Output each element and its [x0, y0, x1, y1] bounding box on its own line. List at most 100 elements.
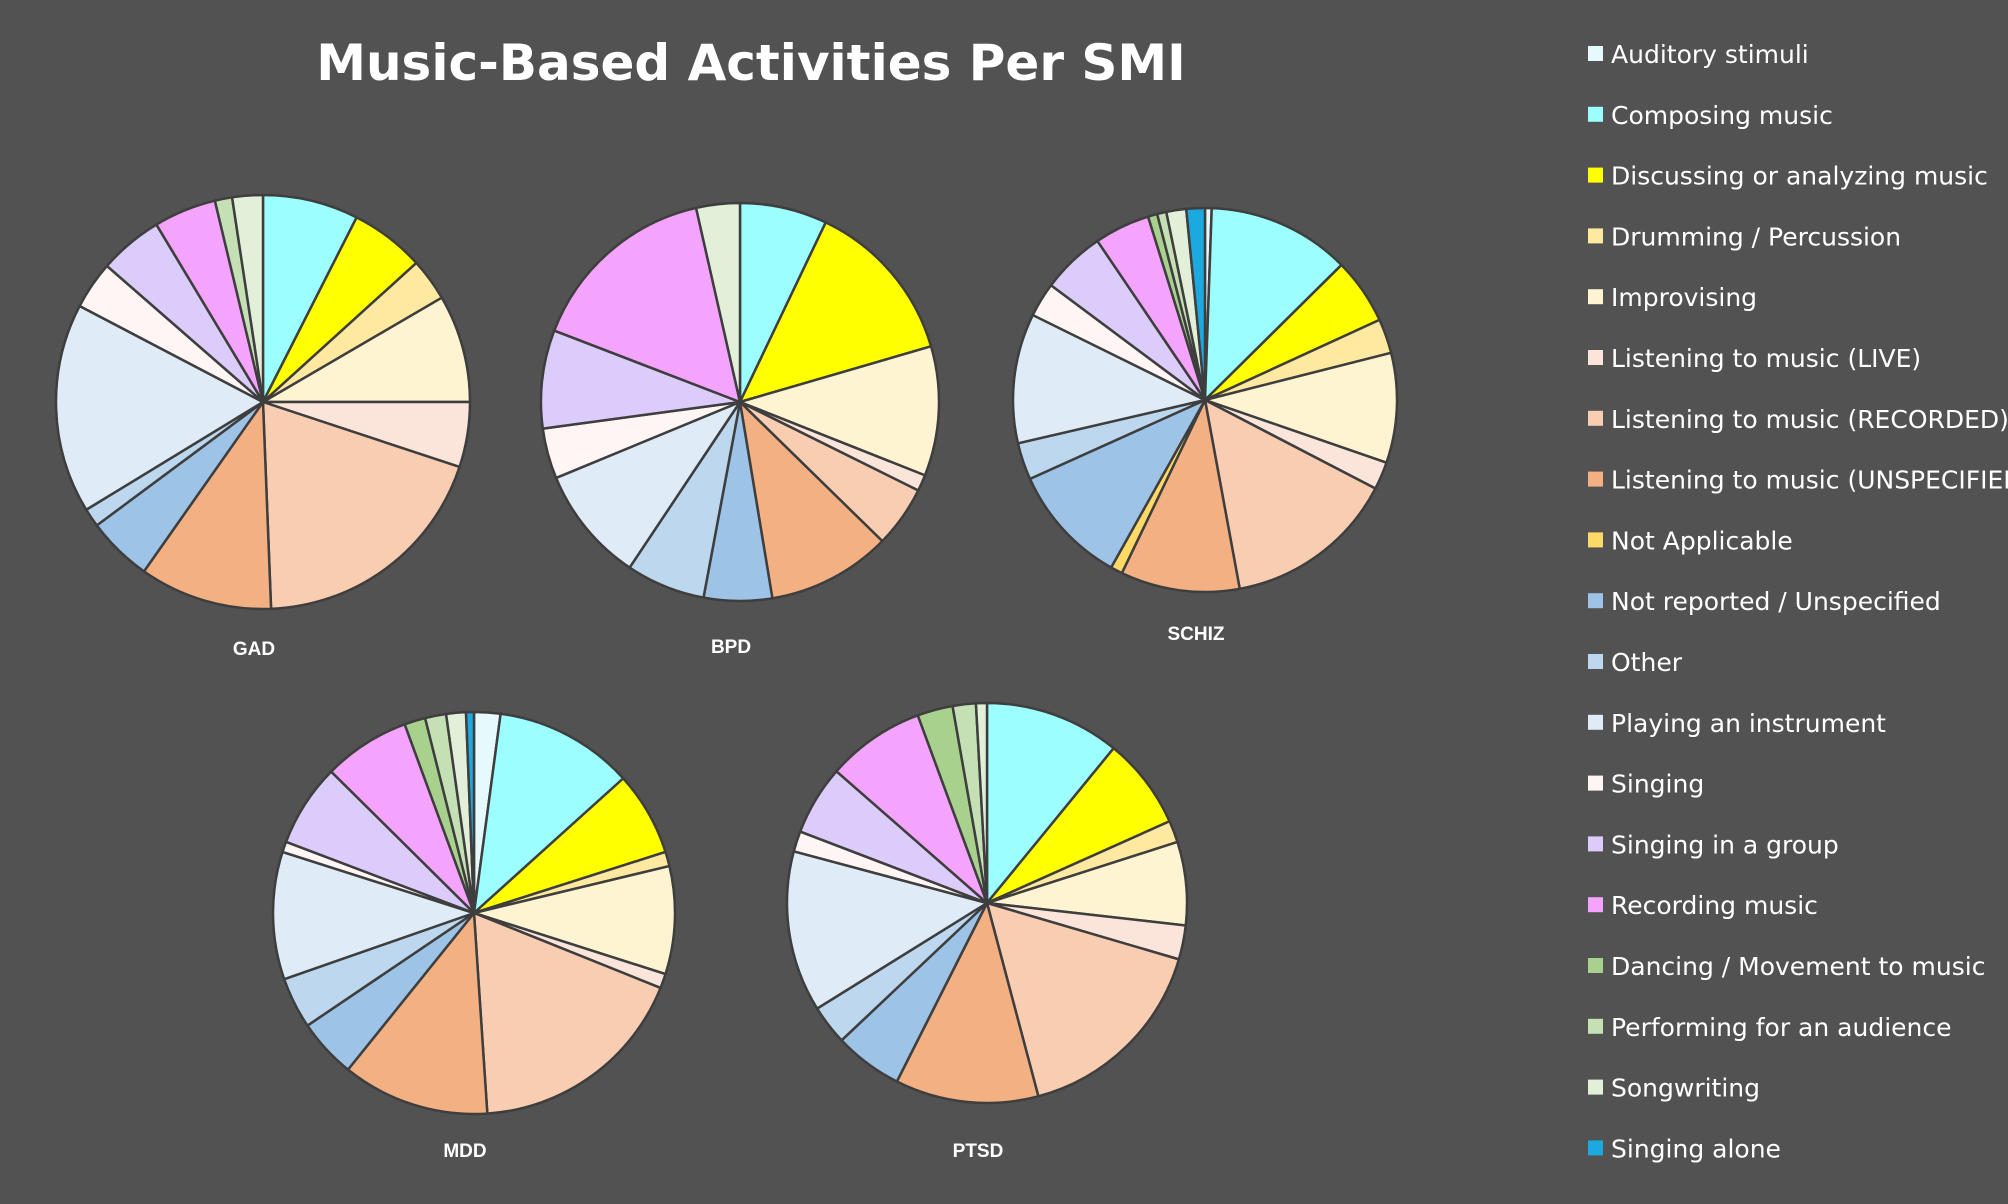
legend-label-not-applicable: Not Applicable [1611, 526, 1793, 555]
legend-label-recording-music: Recording music [1611, 891, 1818, 920]
legend-swatch-other [1588, 654, 1603, 669]
legend-label-performing-for-an-audience: Performing for an audience [1611, 1013, 1952, 1042]
legend-swatch-recording-music [1588, 897, 1603, 913]
legend-item-not-reported-unspecified: Not reported / Unspecified [1588, 587, 1941, 616]
legend-label-singing-alone: Singing alone [1611, 1134, 1781, 1163]
legend-label-singing: Singing [1611, 770, 1704, 799]
legend-item-listening-to-music-live: Listening to music (LIVE) [1588, 344, 1921, 373]
legend-swatch-listening-to-music-live [1588, 350, 1603, 365]
legend-swatch-improvising [1588, 289, 1603, 305]
pie-slice-mdd-improvising [472, 864, 677, 976]
legend-item-songwriting: Songwriting [1588, 1074, 1760, 1103]
legend-swatch-not-applicable [1588, 532, 1603, 548]
pie-slice-ptsd-composing-music [985, 701, 1115, 905]
pie-slice-gad-improvising [261, 296, 472, 404]
pie-slice-gad-listening-to-music-recorded [261, 400, 461, 611]
pie-slice-gad-playing-an-instrument [54, 304, 265, 511]
legend-swatch-playing-an-instrument [1588, 714, 1603, 730]
legend-swatch-auditory-stimuli [1588, 46, 1603, 61]
legend-item-auditory-stimuli: Auditory stimuli [1588, 40, 1809, 69]
legend-item-composing-music: Composing music [1588, 101, 1833, 130]
pie-label-mdd: MDD [443, 1141, 486, 1162]
legend-label-listening-to-music-live: Listening to music (LIVE) [1611, 344, 1921, 373]
legend-swatch-songwriting [1588, 1079, 1603, 1095]
pie-bpd: BPD [539, 201, 941, 658]
pie-slice-mdd-listening-to-music-recorded [472, 911, 662, 1115]
pie-label-gad: GAD [233, 639, 275, 660]
pie-gad: GAD [54, 193, 472, 660]
legend-item-discussing-or-analyzing-music: Discussing or analyzing music [1588, 162, 1988, 191]
legend-label-dancing-movement-to-music: Dancing / Movement to music [1611, 952, 1985, 981]
legend-label-discussing-or-analyzing-music: Discussing or analyzing music [1611, 162, 1988, 191]
pie-slice-gad-composing-music [261, 193, 358, 404]
legend-swatch-singing-alone [1588, 1140, 1603, 1156]
legend-label-playing-an-instrument: Playing an instrument [1611, 709, 1886, 738]
legend-item-playing-an-instrument: Playing an instrument [1588, 709, 1886, 738]
pie-slice-ptsd-listening-to-music-unspecified [895, 901, 1040, 1105]
pie-slice-bpd-recording-music [553, 206, 742, 404]
pie-slice-schiz-not-reported-unspecified [1028, 398, 1207, 569]
pie-slice-schiz-playing-an-instrument [1011, 313, 1207, 445]
pie-slice-bpd-improvising [738, 345, 941, 477]
pie-slice-ptsd-recording-music [835, 714, 989, 905]
pie-slice-schiz-listening-to-music-recorded [1203, 398, 1377, 591]
pie-slice-bpd-discussing-or-analyzing-music [738, 221, 933, 404]
legend-swatch-performing-for-an-audience [1588, 1018, 1603, 1034]
pie-mdd: MDD [271, 710, 677, 1162]
legend-swatch-listening-to-music-unspecified [1588, 471, 1603, 487]
legend-swatch-not-reported-unspecified [1588, 593, 1603, 609]
pie-ptsd: PTSD [785, 701, 1189, 1162]
legend-swatch-dancing-movement-to-music [1588, 958, 1603, 973]
legend-item-drumming-percussion: Drumming / Percussion [1588, 222, 1901, 251]
legend-swatch-drumming-percussion [1588, 228, 1603, 244]
legend-label-listening-to-music-recorded: Listening to music (RECORDED) [1611, 405, 2008, 434]
legend-label-other: Other [1611, 648, 1683, 677]
legend-label-drumming-percussion: Drumming / Percussion [1611, 222, 1901, 251]
pie-slice-mdd-listening-to-music-unspecified [346, 911, 489, 1116]
legend-swatch-singing [1588, 775, 1603, 791]
legend-item-not-applicable: Not Applicable [1588, 526, 1793, 555]
pie-slice-mdd-playing-an-instrument [271, 850, 476, 981]
legend-label-songwriting: Songwriting [1611, 1074, 1760, 1103]
legend-swatch-singing-in-a-group [1588, 836, 1603, 852]
legend-item-improvising: Improvising [1588, 283, 1757, 312]
pie-slice-ptsd-listening-to-music-recorded [985, 901, 1181, 1098]
legend-label-singing-in-a-group: Singing in a group [1611, 830, 1839, 859]
legend-label-composing-music: Composing music [1611, 101, 1833, 130]
pie-slice-schiz-singing-alone [1184, 206, 1207, 402]
pie-slice-bpd-listening-to-music-unspecified [738, 400, 884, 600]
legend-item-singing-alone: Singing alone [1588, 1134, 1781, 1163]
legend-item-listening-to-music-unspecified: Listening to music (UNSPECIFIED) [1588, 466, 2008, 495]
pie-slice-mdd-singing-alone [464, 710, 476, 915]
pie-label-bpd: BPD [711, 637, 751, 658]
pie-slice-schiz-improvising [1203, 351, 1399, 464]
pie-slice-mdd-composing-music [472, 712, 625, 915]
legend-item-recording-music: Recording music [1588, 891, 1818, 920]
legend-swatch-listening-to-music-recorded [1588, 410, 1603, 426]
legend-label-auditory-stimuli: Auditory stimuli [1611, 40, 1809, 69]
legend-label-listening-to-music-unspecified: Listening to music (UNSPECIFIED) [1611, 466, 2008, 495]
legend-swatch-discussing-or-analyzing-music [1588, 167, 1603, 183]
legend: Auditory stimuli Composing music Discussin… [1588, 40, 2008, 1163]
legend-label-not-reported-unspecified: Not reported / Unspecified [1611, 587, 1941, 616]
pie-slice-ptsd-songwriting [974, 701, 989, 905]
legend-item-singing-in-a-group: Singing in a group [1588, 830, 1839, 859]
pie-label-ptsd: PTSD [953, 1141, 1004, 1162]
legend-label-improvising: Improvising [1611, 283, 1757, 312]
pie-schiz: SCHIZ [1011, 206, 1399, 645]
chart-title: Music-Based Activities Per SMI [316, 34, 1186, 92]
pie-slice-schiz-composing-music [1203, 206, 1343, 402]
pie-label-schiz: SCHIZ [1168, 624, 1225, 645]
pie-slice-gad-songwriting [230, 193, 265, 404]
pie-slice-bpd-playing-an-instrument [554, 400, 742, 569]
pie-slice-bpd-singing-in-a-group [539, 329, 742, 430]
pie-charts: GAD BPD SCHIZ MDD PTSD [54, 193, 1399, 1162]
pie-slice-gad-listening-to-music-unspecified [142, 400, 273, 611]
legend-item-performing-for-an-audience: Performing for an audience [1588, 1013, 1952, 1042]
pie-slice-bpd-songwriting [694, 201, 742, 404]
legend-item-other: Other [1588, 648, 1683, 677]
legend-item-dancing-movement-to-music: Dancing / Movement to music [1588, 952, 1985, 981]
legend-swatch-composing-music [1588, 106, 1603, 122]
pie-slice-schiz-listening-to-music-unspecified [1120, 398, 1241, 594]
